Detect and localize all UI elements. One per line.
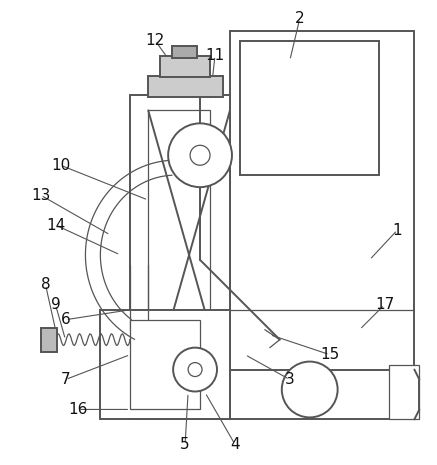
Text: 16: 16 bbox=[69, 402, 88, 417]
Text: 12: 12 bbox=[146, 33, 165, 48]
Text: 10: 10 bbox=[51, 158, 70, 173]
Text: 9: 9 bbox=[51, 297, 60, 312]
Bar bbox=[389, 365, 420, 419]
Text: 1: 1 bbox=[392, 223, 402, 238]
Text: 6: 6 bbox=[61, 312, 70, 327]
Text: 15: 15 bbox=[320, 347, 339, 362]
Bar bbox=[160, 55, 210, 78]
Text: 7: 7 bbox=[61, 372, 70, 387]
Text: 3: 3 bbox=[285, 372, 295, 387]
Text: 11: 11 bbox=[205, 48, 225, 63]
Bar bbox=[148, 75, 223, 98]
Circle shape bbox=[173, 348, 217, 392]
Text: 2: 2 bbox=[295, 11, 305, 26]
Bar bbox=[41, 328, 56, 352]
Text: 13: 13 bbox=[31, 187, 50, 203]
Text: 17: 17 bbox=[375, 297, 394, 312]
Bar bbox=[148, 110, 210, 410]
Text: 5: 5 bbox=[180, 437, 190, 452]
Bar bbox=[172, 46, 197, 58]
Bar bbox=[101, 310, 230, 419]
Bar bbox=[130, 95, 230, 419]
Bar bbox=[230, 31, 414, 399]
Text: 14: 14 bbox=[46, 218, 65, 232]
Circle shape bbox=[168, 123, 232, 187]
Text: 4: 4 bbox=[230, 437, 240, 452]
Bar bbox=[130, 320, 200, 410]
Text: 8: 8 bbox=[41, 277, 50, 292]
Bar bbox=[230, 370, 414, 419]
Bar bbox=[240, 40, 379, 175]
Circle shape bbox=[282, 362, 338, 418]
